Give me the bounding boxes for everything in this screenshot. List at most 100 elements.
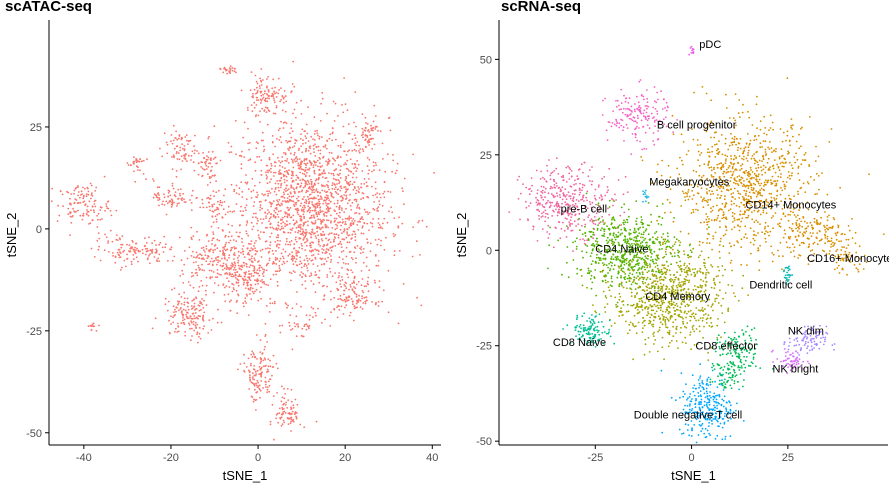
- data-point: [320, 263, 323, 266]
- data-point: [284, 412, 287, 414]
- data-point: [281, 396, 284, 399]
- data-point: [237, 275, 240, 278]
- data-point: [728, 242, 731, 245]
- data-point: [169, 248, 171, 251]
- data-point: [261, 222, 263, 224]
- data-point: [733, 138, 736, 141]
- data-point: [277, 182, 280, 185]
- data-point: [854, 231, 857, 234]
- data-point: [277, 129, 280, 132]
- data-point: [804, 152, 807, 154]
- data-point: [323, 244, 326, 247]
- data-point: [737, 162, 740, 165]
- data-point: [559, 237, 562, 240]
- data-point: [295, 249, 297, 252]
- data-point: [180, 303, 183, 305]
- data-point: [222, 264, 225, 267]
- data-point: [705, 188, 708, 190]
- data-point: [756, 127, 758, 130]
- data-point: [201, 202, 204, 205]
- data-point: [343, 194, 346, 196]
- data-point: [341, 258, 344, 260]
- data-point: [237, 368, 239, 371]
- data-point: [267, 95, 270, 98]
- data-point: [258, 236, 260, 239]
- data-point: [316, 191, 319, 194]
- data-point: [421, 219, 424, 222]
- data-point: [311, 249, 314, 252]
- data-point: [732, 171, 735, 173]
- data-point: [798, 227, 800, 230]
- data-point: [174, 191, 177, 194]
- data-point: [745, 157, 748, 160]
- data-point: [296, 291, 298, 293]
- data-point: [280, 385, 283, 388]
- data-point: [535, 169, 538, 172]
- data-point: [355, 293, 358, 296]
- data-point: [291, 260, 294, 262]
- data-point: [193, 329, 196, 332]
- data-point: [339, 169, 342, 172]
- data-point: [290, 127, 293, 130]
- points-layer: [508, 45, 885, 444]
- data-point: [187, 281, 190, 283]
- data-point: [274, 207, 277, 210]
- data-point: [135, 161, 138, 164]
- data-point: [581, 189, 583, 192]
- data-point: [832, 241, 834, 244]
- data-point: [360, 134, 363, 137]
- data-point: [746, 133, 749, 135]
- data-point: [803, 220, 806, 223]
- data-point: [268, 311, 271, 313]
- data-point: [748, 202, 751, 205]
- data-point: [245, 265, 248, 268]
- data-point: [307, 106, 309, 108]
- data-point: [190, 209, 193, 212]
- data-point: [372, 194, 374, 197]
- data-point: [183, 263, 186, 266]
- data-point: [314, 179, 317, 182]
- data-point: [782, 236, 785, 239]
- data-point: [368, 269, 371, 272]
- data-point: [795, 216, 797, 218]
- data-point: [239, 210, 242, 213]
- data-point: [731, 228, 733, 231]
- data-point: [823, 224, 825, 227]
- data-point: [370, 124, 372, 127]
- data-point: [166, 202, 169, 205]
- data-point: [268, 390, 271, 393]
- data-point: [541, 215, 544, 218]
- data-point: [800, 241, 803, 244]
- data-point: [755, 234, 757, 237]
- data-point: [724, 154, 727, 157]
- data-point: [303, 196, 305, 198]
- data-point: [377, 305, 380, 307]
- data-point: [247, 276, 250, 278]
- data-point: [206, 155, 208, 157]
- data-point: [195, 256, 198, 259]
- data-point: [394, 172, 397, 175]
- data-point: [373, 279, 376, 282]
- data-point: [221, 201, 224, 204]
- data-point: [284, 211, 286, 214]
- data-point: [366, 196, 368, 198]
- data-point: [341, 104, 343, 106]
- data-point: [373, 169, 375, 172]
- data-point: [338, 208, 341, 211]
- data-point: [147, 257, 149, 259]
- data-point: [283, 181, 286, 184]
- data-point: [224, 68, 227, 70]
- data-point: [713, 166, 715, 169]
- data-point: [553, 210, 555, 213]
- data-point: [184, 136, 187, 138]
- data-point: [378, 200, 381, 203]
- data-point: [230, 299, 233, 302]
- data-point: [741, 111, 744, 114]
- data-point: [275, 228, 277, 231]
- data-point: [302, 209, 304, 212]
- data-point: [352, 300, 354, 303]
- data-point: [306, 259, 309, 262]
- data-point: [381, 204, 384, 207]
- data-point: [769, 200, 772, 202]
- data-point: [337, 179, 340, 181]
